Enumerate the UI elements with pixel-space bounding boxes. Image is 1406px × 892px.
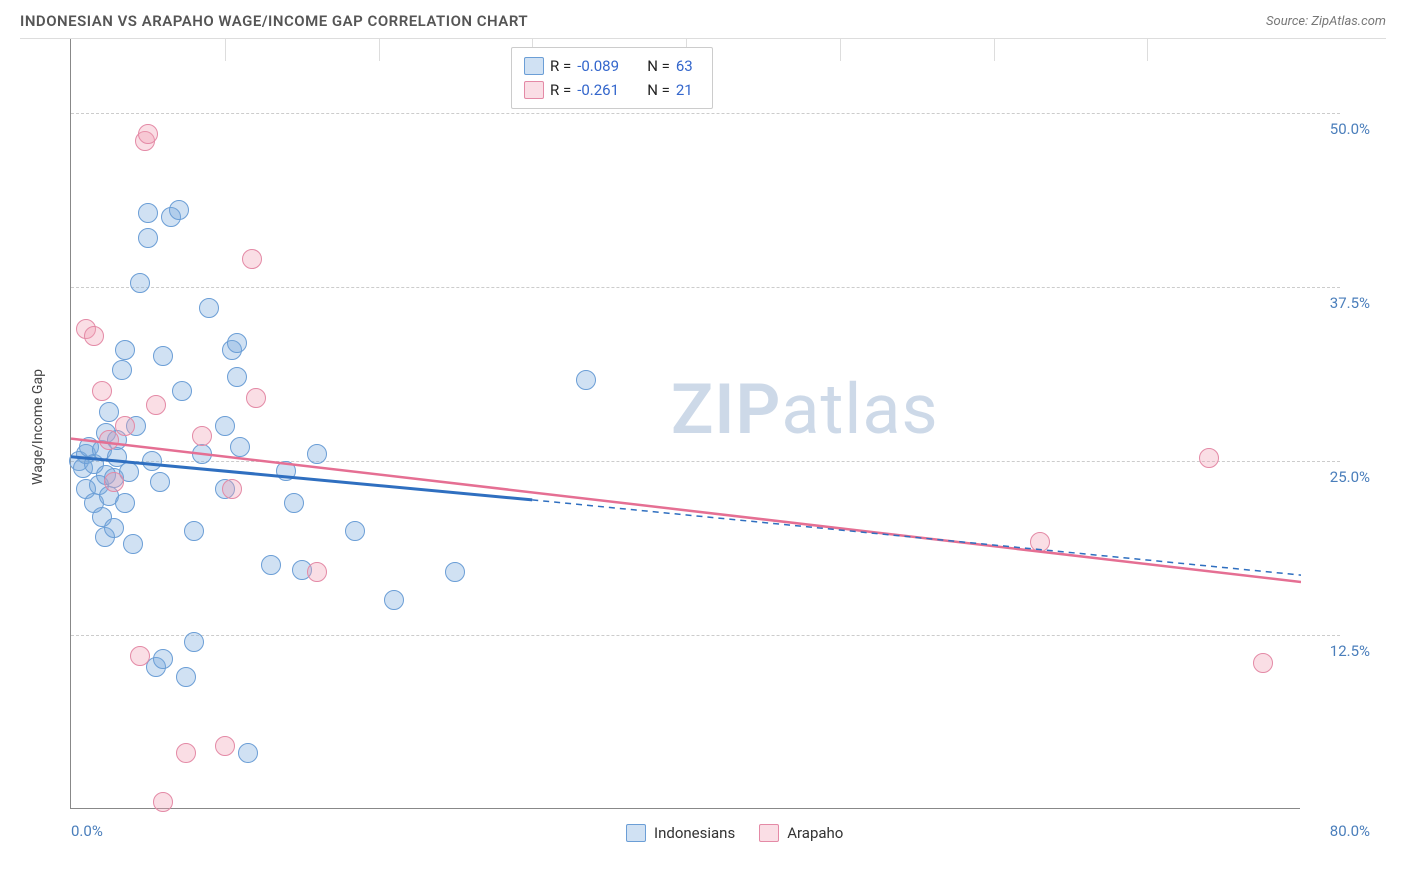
y-tick-label: 37.5% (1330, 294, 1370, 312)
scatter-point-blue (176, 667, 196, 687)
scatter-point-pink (1253, 653, 1273, 673)
gridline-horizontal (71, 461, 1340, 462)
series-legend-item-blue: Indonesians (626, 824, 735, 842)
scatter-point-blue (150, 472, 170, 492)
x-tick-mark (840, 39, 841, 61)
scatter-point-pink (146, 395, 166, 415)
scatter-point-pink (104, 472, 124, 492)
x-tick-mark (379, 39, 380, 61)
scatter-point-pink (138, 124, 158, 144)
scatter-point-blue (261, 555, 281, 575)
x-tick-mark (225, 39, 226, 61)
scatter-point-blue (445, 562, 465, 582)
series-swatch-blue (626, 824, 646, 842)
trend-lines (71, 39, 1301, 809)
y-axis-label: Wage/Income Gap (30, 369, 46, 485)
scatter-point-blue (230, 437, 250, 457)
correlation-legend: R = -0.089N = 63R = -0.261N = 21 (511, 47, 713, 109)
chart-title: INDONESIAN VS ARAPAHO WAGE/INCOME GAP CO… (20, 12, 528, 30)
scatter-point-blue (172, 381, 192, 401)
scatter-point-blue (153, 346, 173, 366)
x-label-right: 80.0% (1330, 822, 1370, 840)
gridline-horizontal (71, 113, 1340, 114)
y-tick-label: 25.0% (1330, 468, 1370, 486)
legend-swatch-pink (524, 81, 544, 99)
scatter-point-blue (384, 590, 404, 610)
scatter-point-blue (276, 461, 296, 481)
scatter-point-pink (242, 249, 262, 269)
scatter-point-blue (123, 534, 143, 554)
scatter-point-blue (138, 228, 158, 248)
scatter-point-pink (246, 388, 266, 408)
scatter-point-blue (284, 493, 304, 513)
scatter-point-blue (192, 444, 212, 464)
scatter-point-blue (115, 493, 135, 513)
x-tick-mark (994, 39, 995, 61)
scatter-point-pink (115, 416, 135, 436)
gridline-horizontal (71, 635, 1340, 636)
scatter-point-pink (215, 736, 235, 756)
scatter-point-pink (92, 381, 112, 401)
scatter-point-blue (215, 416, 235, 436)
chart-container: Wage/Income Gap ZIPatlas R = -0.089N = 6… (20, 38, 1386, 848)
legend-row-pink: R = -0.261N = 21 (524, 78, 700, 102)
series-legend: Indonesians Arapaho (626, 824, 843, 842)
scatter-point-blue (153, 649, 173, 669)
scatter-point-blue (169, 200, 189, 220)
scatter-point-pink (192, 426, 212, 446)
scatter-point-blue (576, 370, 596, 390)
scatter-point-blue (142, 451, 162, 471)
scatter-point-blue (115, 340, 135, 360)
y-tick-label: 50.0% (1330, 120, 1370, 138)
series-label-blue: Indonesians (654, 824, 735, 842)
scatter-point-blue (227, 333, 247, 353)
scatter-point-blue (199, 298, 219, 318)
scatter-point-pink (176, 743, 196, 763)
scatter-point-blue (104, 518, 124, 538)
scatter-point-blue (307, 444, 327, 464)
y-tick-label: 12.5% (1330, 642, 1370, 660)
scatter-point-pink (1030, 532, 1050, 552)
legend-row-blue: R = -0.089N = 63 (524, 54, 700, 78)
x-tick-mark (1147, 39, 1148, 61)
scatter-point-pink (307, 562, 327, 582)
scatter-point-pink (222, 479, 242, 499)
scatter-point-blue (130, 273, 150, 293)
scatter-point-pink (153, 792, 173, 812)
scatter-point-blue (184, 632, 204, 652)
source-attribution: Source: ZipAtlas.com (1266, 14, 1386, 29)
scatter-point-blue (138, 203, 158, 223)
x-label-left: 0.0% (71, 822, 103, 840)
scatter-point-pink (84, 326, 104, 346)
scatter-point-blue (112, 360, 132, 380)
scatter-point-blue (345, 521, 365, 541)
scatter-point-pink (130, 646, 150, 666)
scatter-point-pink (1199, 448, 1219, 468)
series-legend-item-pink: Arapaho (759, 824, 843, 842)
scatter-point-blue (238, 743, 258, 763)
watermark: ZIPatlas (671, 369, 939, 451)
scatter-point-blue (227, 367, 247, 387)
scatter-point-pink (99, 430, 119, 450)
gridline-horizontal (71, 287, 1340, 288)
series-label-pink: Arapaho (787, 824, 843, 842)
scatter-point-blue (184, 521, 204, 541)
legend-swatch-blue (524, 57, 544, 75)
series-swatch-pink (759, 824, 779, 842)
plot-area: ZIPatlas R = -0.089N = 63R = -0.261N = 2… (70, 39, 1300, 809)
